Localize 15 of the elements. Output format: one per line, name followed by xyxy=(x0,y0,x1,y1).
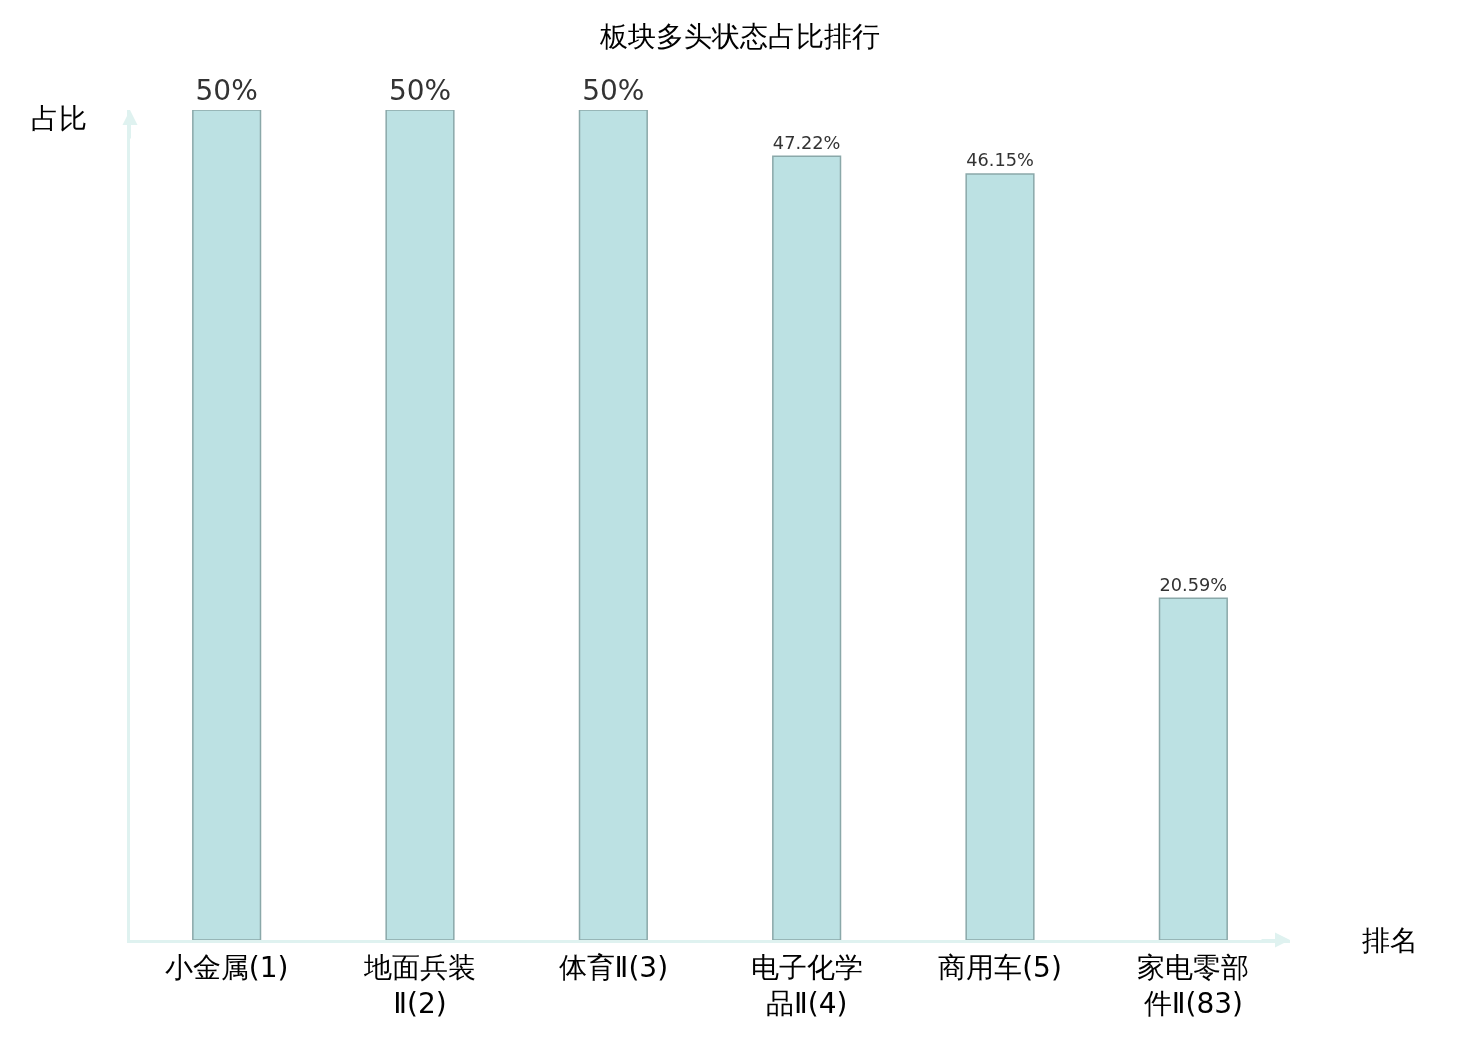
x-tick-label: 小金属(1) xyxy=(164,950,289,984)
x-axis-title: 排名 xyxy=(1362,924,1418,957)
y-axis-title: 占比 xyxy=(31,102,87,135)
data-label: 50% xyxy=(582,74,645,107)
data-label: 50% xyxy=(195,74,258,107)
data-label: 20.59% xyxy=(1159,574,1228,595)
chart-title: 板块多头状态占比排行 xyxy=(599,19,880,53)
x-tick-label: 电子化学品Ⅱ(4) xyxy=(750,950,863,1020)
data-label: 50% xyxy=(388,74,452,107)
x-tick-label: 地面兵装Ⅱ(2) xyxy=(363,950,476,1020)
x-tick-label: 商用车(5) xyxy=(938,950,1062,984)
x-tick-label: 家电零部件Ⅱ(83) xyxy=(1137,950,1250,1020)
data-label: 47.22% xyxy=(772,132,841,153)
data-label: 46.15% xyxy=(966,150,1034,171)
x-tick-label: 体育Ⅱ(3) xyxy=(558,950,669,984)
